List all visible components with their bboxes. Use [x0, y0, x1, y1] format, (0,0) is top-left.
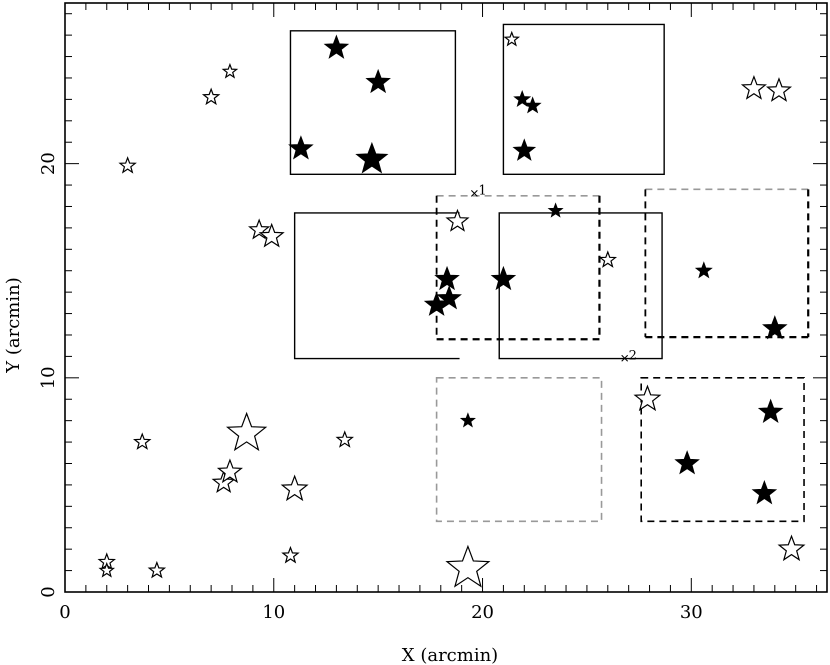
open-star-marker	[280, 474, 309, 502]
open-star-marker	[335, 430, 354, 448]
field-box	[435, 377, 603, 523]
open-star-marker	[98, 561, 116, 578]
open-star-marker	[221, 62, 239, 79]
open-star-marker	[445, 208, 470, 232]
field-box	[293, 212, 460, 360]
open-star-marker	[765, 77, 793, 102]
filled-star-marker	[365, 68, 391, 94]
open-star-marker	[445, 544, 491, 588]
filled-star-marker	[757, 398, 784, 423]
annotation-marker: 2	[621, 348, 637, 363]
field-box	[435, 194, 601, 341]
plot-frame	[64, 2, 828, 593]
open-star-marker	[118, 156, 137, 174]
open-star-marker	[740, 74, 767, 100]
open-star-marker	[201, 87, 221, 106]
x-tick-label: 30	[680, 602, 703, 623]
filled-star-marker	[523, 96, 542, 114]
star-markers	[97, 30, 806, 588]
filled-star-marker	[512, 138, 537, 161]
filled-star-marker	[434, 265, 460, 291]
field-box	[502, 23, 665, 176]
filled-star-marker	[674, 450, 700, 475]
y-tick-label: 20	[38, 152, 59, 175]
field-box	[289, 30, 457, 176]
filled-star-marker	[547, 202, 564, 218]
x-tick-label: 10	[262, 602, 285, 623]
annotation-marker: 1	[471, 183, 487, 198]
annotations: 12	[471, 183, 637, 363]
annotation-label: 1	[478, 183, 486, 198]
filled-star-marker	[694, 261, 713, 279]
filled-star-marker	[355, 141, 389, 174]
open-star-marker	[147, 560, 167, 579]
x-axis-title: X (arcmin)	[402, 645, 498, 665]
filled-star-marker	[436, 285, 462, 310]
x-tick-label: 20	[471, 602, 494, 623]
annotation-label: 2	[629, 348, 637, 363]
y-tick-label: 10	[38, 366, 59, 389]
field-box	[498, 212, 663, 360]
open-star-marker	[216, 458, 243, 484]
open-star-marker	[225, 411, 268, 452]
filled-star-marker	[490, 265, 517, 291]
filled-star-marker	[751, 480, 778, 505]
open-star-marker	[777, 534, 806, 562]
open-star-marker	[281, 545, 300, 564]
field-box	[644, 188, 810, 339]
filled-star-marker	[459, 412, 476, 428]
y-axis-title: Y (arcmin)	[3, 277, 24, 373]
filled-star-marker	[513, 89, 532, 108]
x-tick-label: 0	[59, 602, 70, 623]
field-box	[640, 377, 805, 523]
filled-star-marker	[288, 135, 314, 160]
open-star-marker	[133, 432, 152, 450]
open-star-marker	[633, 384, 662, 412]
open-star-marker	[503, 30, 521, 47]
axes: 0 10 20 30 0 10 20	[38, 2, 828, 623]
open-star-marker	[248, 218, 271, 240]
y-tick-label: 0	[38, 586, 59, 597]
open-star-marker	[598, 250, 618, 268]
open-star-marker	[258, 222, 285, 248]
filled-star-marker	[323, 34, 350, 59]
filled-star-marker	[762, 315, 788, 340]
field-boxes	[289, 23, 810, 523]
